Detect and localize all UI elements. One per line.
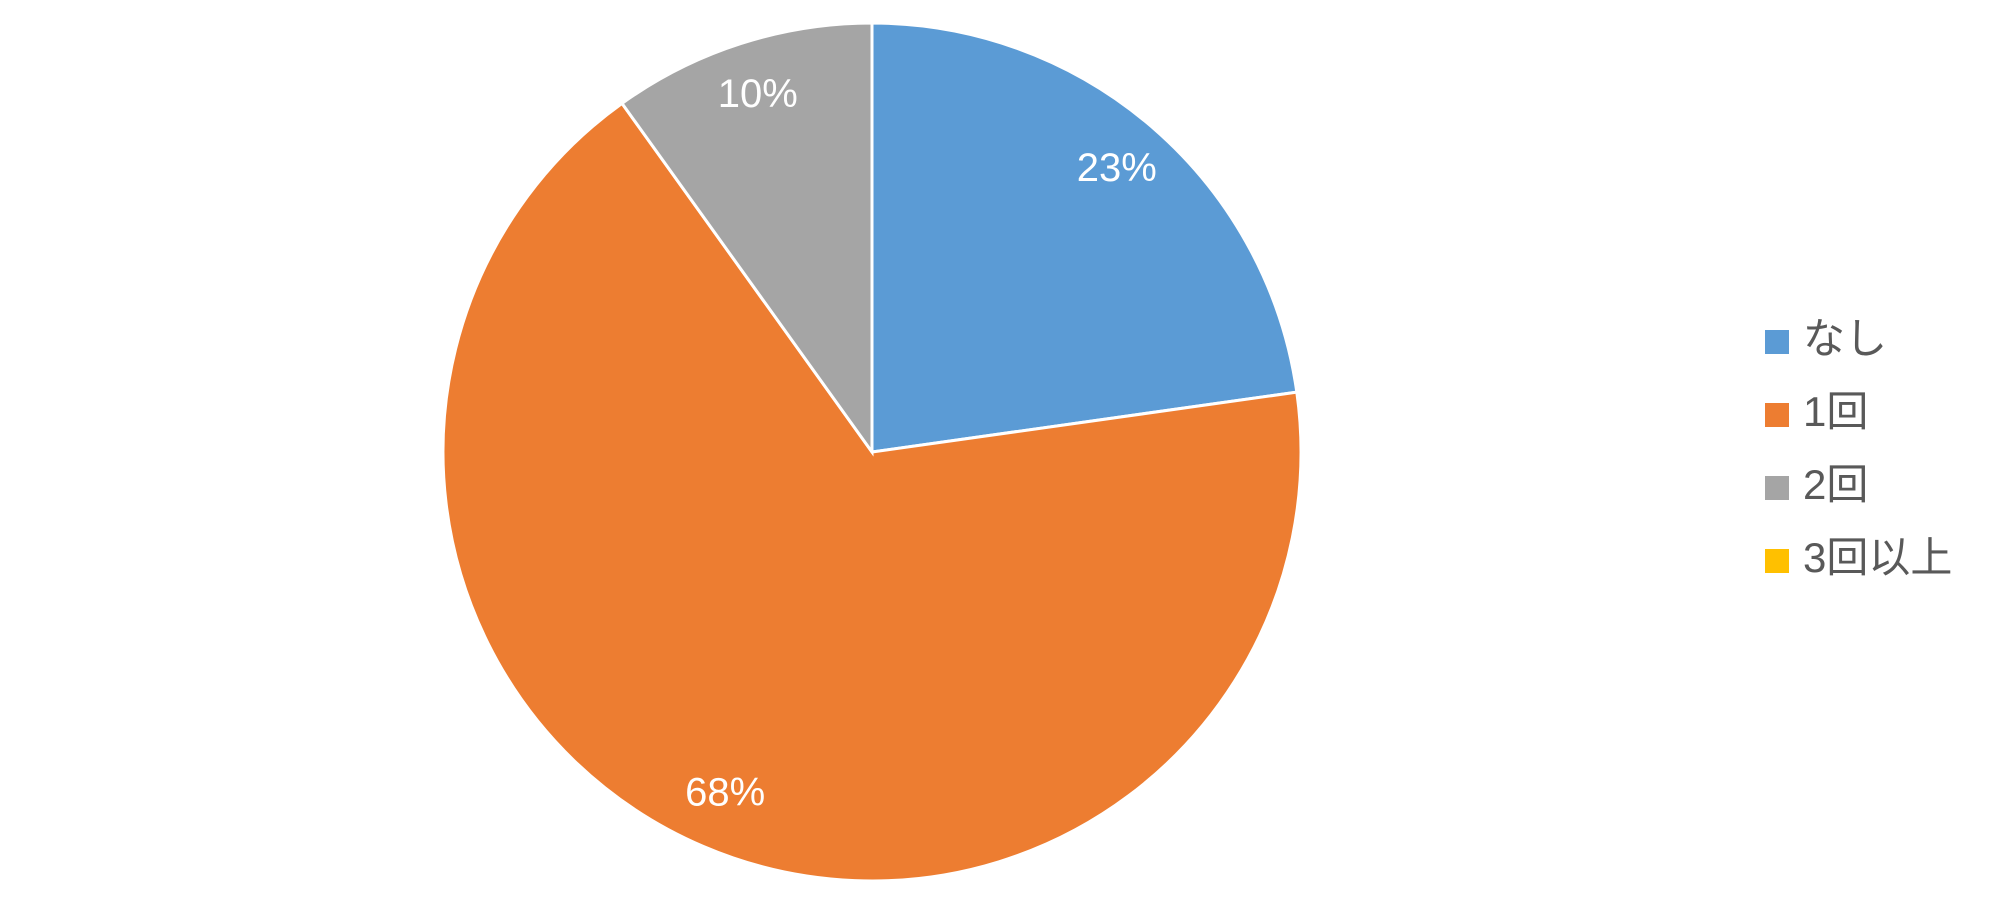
pie-slice [870, 21, 1299, 454]
legend-label: 2回 [1803, 461, 1868, 508]
data-label: 23% [1077, 146, 1157, 190]
legend-swatch [1765, 549, 1789, 573]
pie-slice [441, 101, 1303, 883]
data-label: 68% [685, 771, 765, 815]
legend-label: なし [1803, 315, 1887, 362]
pie-slice [619, 21, 874, 457]
legend-swatch [1765, 330, 1789, 354]
data-label: 10% [718, 72, 798, 116]
legend-label: 3回以上 [1803, 534, 1952, 581]
legend-swatch [1765, 403, 1789, 427]
legend-label: 1回 [1803, 388, 1868, 435]
legend-swatch [1765, 476, 1789, 500]
